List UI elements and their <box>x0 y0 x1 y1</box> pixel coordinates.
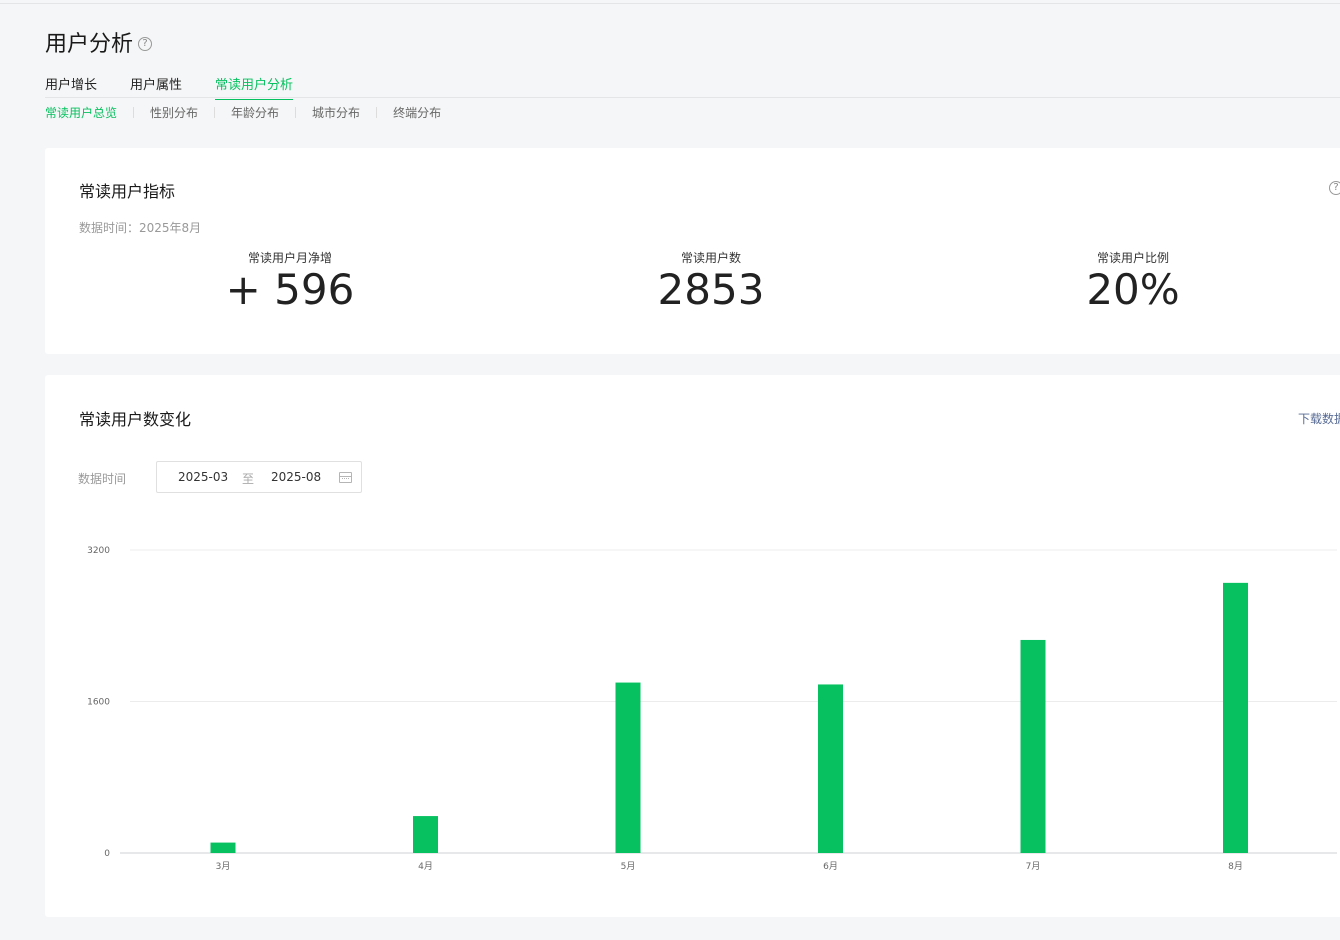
tab-frequent-readers[interactable]: 常读用户分析 <box>215 74 294 100</box>
range-separator: 至 <box>242 472 255 486</box>
x-tick-label: 8月 <box>1228 861 1243 872</box>
metric-reader-ratio: 常读用户比例 20% <box>983 249 1283 313</box>
bar-3[interactable] <box>615 682 641 853</box>
metric-label: 常读用户比例 <box>1096 251 1169 265</box>
metric-reader-count: 常读用户数 2853 <box>561 249 861 313</box>
tabs-divider <box>45 97 1340 98</box>
trend-card: 常读用户数变化 下载数据 数据时间 2025-03 至 2025-08 0 160… <box>45 375 1340 917</box>
reader-count-bar-chart: 0 1600 3200 3月 4月 5月 6月 7月 8月 <box>87 546 1337 872</box>
help-icon[interactable]: ? <box>138 36 153 51</box>
subtab-separator <box>295 107 297 118</box>
subtab-gender[interactable]: 性别分布 <box>150 106 199 120</box>
metric-value: + 596 <box>225 265 355 314</box>
date-range-label: 数据时间 <box>78 472 127 486</box>
y-tick-label: 0 <box>104 849 110 859</box>
bar-5[interactable] <box>1020 639 1046 853</box>
tab-user-attributes[interactable]: 用户属性 <box>130 78 183 93</box>
page-title-text: 用户分析 <box>45 32 134 57</box>
y-tick-label: 3200 <box>87 546 110 556</box>
trend-card-title: 常读用户数变化 <box>79 410 192 429</box>
metrics-help-icon[interactable]: ? <box>1329 181 1340 195</box>
subtab-device[interactable]: 终端分布 <box>393 106 442 120</box>
x-tick-label: 6月 <box>823 861 838 872</box>
top-divider <box>0 3 1340 4</box>
main-tabs: 用户增长 用户属性 常读用户分析 <box>45 74 326 100</box>
metric-value: 2853 <box>657 265 765 314</box>
bar-2[interactable] <box>413 816 438 853</box>
bar-6[interactable] <box>1223 582 1248 853</box>
subtab-separator <box>214 107 216 118</box>
metric-label: 常读用户数 <box>680 251 741 265</box>
sub-tabs: 常读用户总览 性别分布 年龄分布 城市分布 终端分布 <box>45 104 441 121</box>
tab-user-growth[interactable]: 用户增长 <box>45 78 98 93</box>
range-end-date[interactable]: 2025-08 <box>271 470 322 484</box>
x-tick-label: 5月 <box>621 861 636 872</box>
x-tick-label: 3月 <box>216 861 231 872</box>
metrics-data-time: 数据时间：2025年8月 <box>79 221 202 235</box>
subtab-age[interactable]: 年龄分布 <box>231 106 280 120</box>
metrics-card-title: 常读用户指标 <box>79 182 176 201</box>
metric-net-growth: 常读用户月净增 + 596 <box>140 249 440 313</box>
bar-4[interactable] <box>818 684 843 853</box>
x-tick-label: 4月 <box>418 861 433 872</box>
x-tick-label: 7月 <box>1026 861 1041 872</box>
y-tick-label: 1600 <box>87 698 110 708</box>
range-start-date[interactable]: 2025-03 <box>178 470 229 484</box>
metric-label: 常读用户月净增 <box>247 251 332 265</box>
subtab-separator <box>133 107 135 118</box>
subtab-overview[interactable]: 常读用户总览 <box>45 106 118 120</box>
page-title: 用户分析 ? <box>45 26 153 58</box>
metrics-card: 常读用户指标 ? 数据时间：2025年8月 常读用户月净增 + 596 常读用户… <box>45 148 1340 354</box>
calendar-icon[interactable] <box>339 472 352 483</box>
date-range-picker[interactable]: 2025-03 至 2025-08 <box>156 461 362 493</box>
subtab-separator <box>376 107 378 118</box>
metric-value: 20% <box>1086 265 1180 314</box>
subtab-city[interactable]: 城市分布 <box>312 106 361 120</box>
download-data-link[interactable]: 下载数据 <box>1298 412 1340 426</box>
bar-1[interactable] <box>210 842 236 853</box>
